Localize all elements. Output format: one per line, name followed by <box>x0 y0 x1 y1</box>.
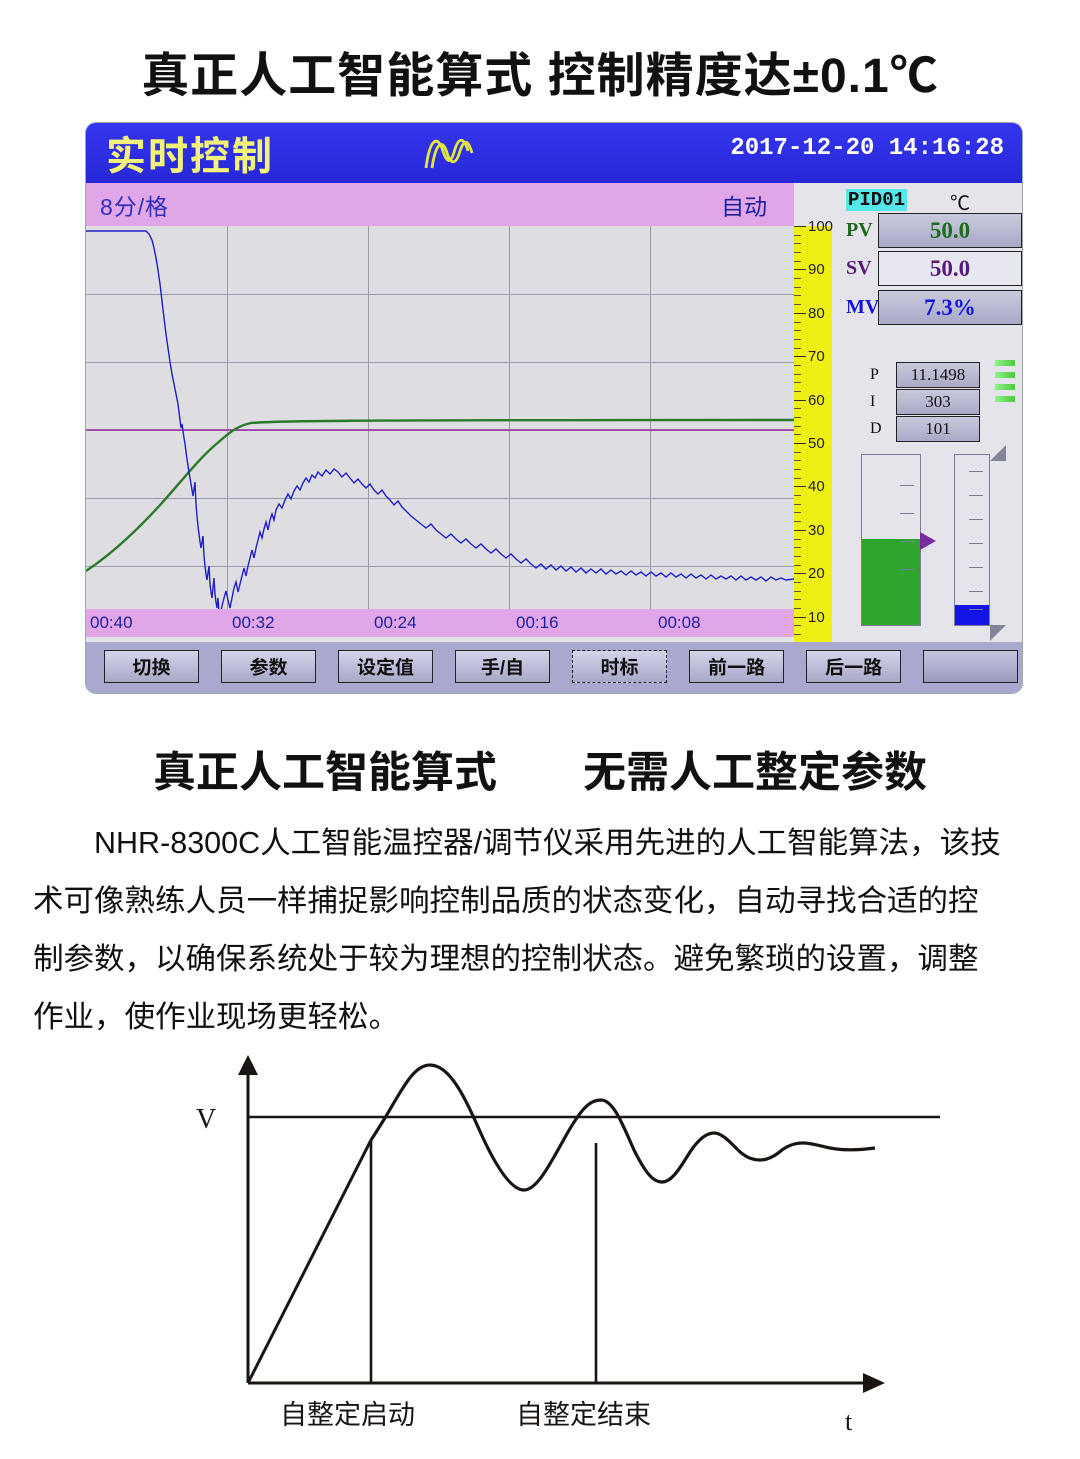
svg-text:自整定结束: 自整定结束 <box>516 1400 651 1430</box>
svg-text:t: t <box>845 1407 853 1436</box>
svg-text:自整定启动: 自整定启动 <box>280 1400 415 1430</box>
svg-text:V: V <box>196 1104 216 1135</box>
